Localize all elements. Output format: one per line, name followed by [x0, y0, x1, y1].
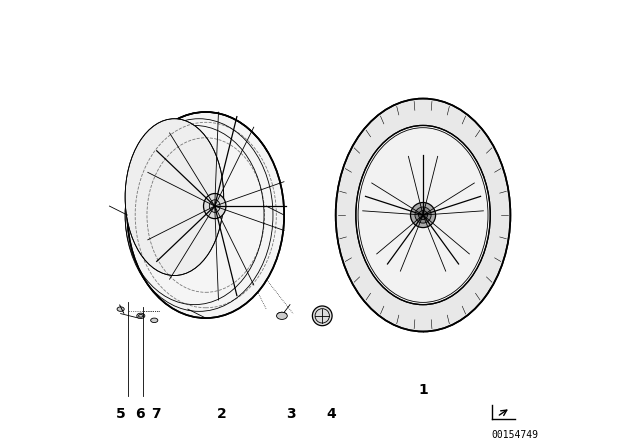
Ellipse shape	[410, 202, 436, 228]
Text: 7: 7	[151, 407, 161, 422]
Ellipse shape	[419, 211, 428, 220]
Polygon shape	[423, 215, 469, 271]
Ellipse shape	[125, 119, 224, 276]
Polygon shape	[377, 215, 423, 271]
Ellipse shape	[209, 200, 220, 212]
Ellipse shape	[276, 312, 287, 319]
Ellipse shape	[150, 318, 158, 323]
Text: 4: 4	[326, 407, 336, 422]
Text: 6: 6	[135, 407, 145, 422]
Text: 3: 3	[286, 407, 296, 422]
Text: 1: 1	[418, 383, 428, 397]
Ellipse shape	[204, 194, 226, 219]
Ellipse shape	[137, 313, 145, 319]
Ellipse shape	[117, 307, 124, 311]
Ellipse shape	[335, 99, 511, 332]
Ellipse shape	[356, 125, 490, 305]
Ellipse shape	[312, 306, 332, 326]
Polygon shape	[408, 155, 438, 215]
Polygon shape	[423, 183, 483, 215]
Text: 2: 2	[216, 407, 227, 422]
Text: 5: 5	[116, 407, 125, 422]
Text: 00154749: 00154749	[492, 430, 538, 439]
Ellipse shape	[415, 207, 431, 223]
Polygon shape	[363, 183, 423, 215]
Ellipse shape	[127, 112, 284, 318]
